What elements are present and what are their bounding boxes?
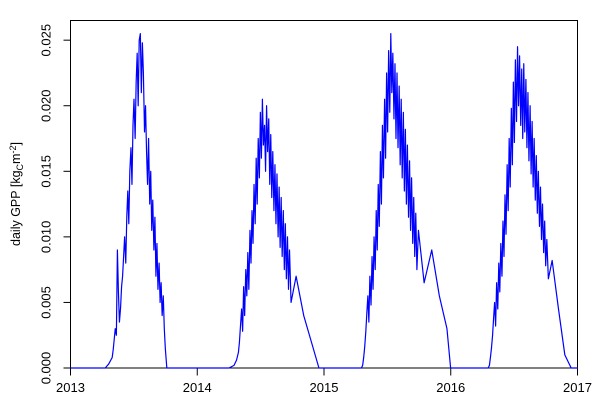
x-tick-label: 2013 [56,380,85,395]
x-tick-label: 2017 [563,380,592,395]
x-axis: 2013 2014 2015 2016 2017 [56,368,592,395]
y-axis-title-main: daily GPP [kg [9,170,23,246]
y-tick-label: 0.000 [38,352,53,385]
y-tick-label: 0.015 [38,155,53,188]
y-axis-title-mid: m [9,154,23,164]
x-tick-label: 2016 [436,380,465,395]
y-tick-label: 0.020 [38,89,53,122]
x-tick-label: 2015 [310,380,339,395]
y-axis-title-subscript: C [15,163,25,170]
y-axis-title: daily GPP [kgCm-2] [8,142,25,246]
gpp-line [69,33,579,369]
y-tick-label: 0.010 [38,221,53,254]
y-tick-label: 0.025 [38,24,53,57]
svg-text:daily GPP [kgCm-2]: daily GPP [kgCm-2] [8,142,25,246]
y-axis: 0.000 0.005 0.010 0.015 0.020 0.025 [38,24,71,385]
y-axis-title-tail: ] [9,142,23,145]
y-tick-label: 0.005 [38,286,53,319]
y-axis-title-superscript: -2 [8,146,18,154]
series-daily-gpp [69,33,579,369]
x-tick-label: 2014 [183,380,212,395]
